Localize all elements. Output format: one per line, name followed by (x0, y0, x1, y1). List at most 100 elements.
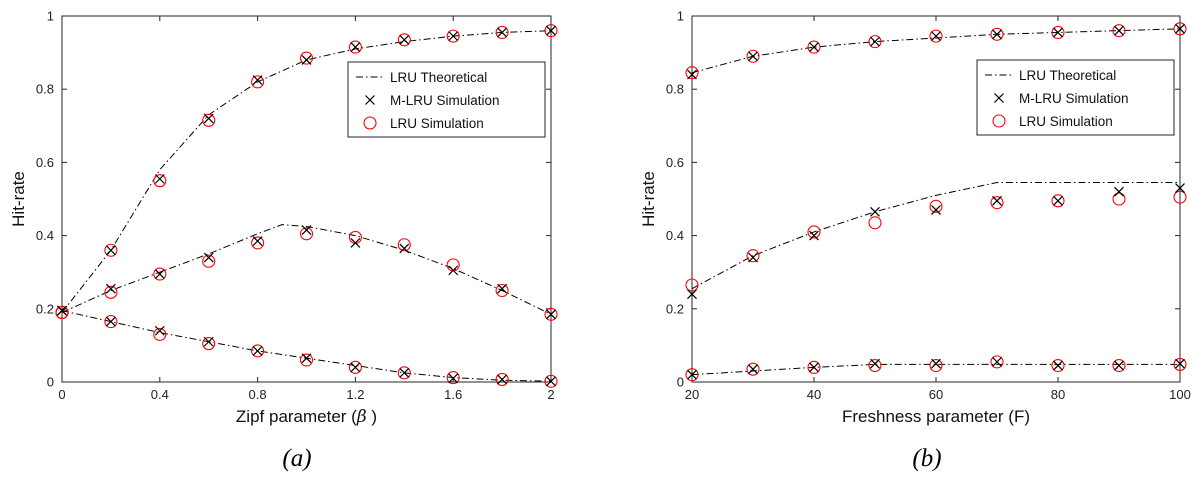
panel-a-series-1-mlru-point-8 (448, 31, 459, 42)
panel-b-series-2-mlru-point-8-stroke-b (1175, 183, 1185, 193)
panel-b-series-1-mlru-point-0 (687, 69, 697, 80)
panel-a-series-3-lru-point-5 (299, 353, 314, 367)
panel-b-series-3-mlru-point-1-stroke-b (748, 364, 758, 375)
panel-b-xtick-label-4: 100 (1169, 387, 1191, 402)
panel-a-series-2-mlru-point-2-stroke-b (154, 269, 165, 279)
panel-a-series-1-mlru-point-6-stroke-b (350, 42, 361, 53)
panel-b-series-2-lru-point-6 (1051, 194, 1065, 208)
panel-b-series-2-lru-point-5 (990, 196, 1004, 210)
panel-b-ytick-label-0: 0 (677, 375, 684, 390)
panel-b-series-2-lru-point-8 (1173, 190, 1187, 204)
panel-a-ytick-label-1: 0.2 (36, 301, 54, 316)
panel-a-series-2-lru-point-4 (251, 236, 265, 250)
panel-b-series-1-lru-point-2 (807, 40, 821, 54)
panel-a-series-2-lru-point-6 (348, 230, 362, 244)
panel-b-series-3-mlru-point-3 (870, 358, 880, 369)
panel-b-xtick-label-0: 20 (685, 387, 699, 402)
panel-a-series-2-lru-point-8 (446, 258, 460, 272)
panel-b-series-3 (685, 355, 1187, 382)
panel-b-series-3-mlru-point-4 (931, 358, 941, 369)
panel-a-xtick-label-3: 1.2 (346, 387, 364, 402)
panel-a-series-2-lru-point-7 (397, 238, 411, 252)
panel-b-series-1-lru-point-4 (929, 29, 943, 43)
panel-b-series-1-mlru-point-6 (1053, 27, 1063, 38)
panel-b-series-3-lru-point-4 (929, 358, 943, 373)
panel-b-series-2-mlru-point-4 (931, 205, 941, 215)
panel-b-series-1-lru-point-5 (990, 27, 1004, 41)
panel-a-series-3-mlru-point-2-stroke-b (154, 325, 165, 336)
panel-a-legend-entry-1: LRU Theoretical (390, 70, 487, 85)
panel-b-series-3-lru-point-6 (1051, 358, 1065, 373)
panel-b-series-3-theoretical-line (691, 363, 1180, 376)
panel-b-xtick-label-3: 80 (1051, 387, 1065, 402)
panel-b-series-2-theoretical-line (691, 182, 1180, 290)
panel-b-series-1-lru-point-0 (685, 66, 699, 80)
panel-a-series-3-mlru-point-8 (448, 373, 459, 384)
panel-b-series-2-mlru-point-7-stroke-b (1114, 186, 1124, 197)
panel-b-series-2 (685, 182, 1187, 300)
panel-b-legend-entry-3: LRU Simulation (1019, 114, 1113, 129)
panel-b-legend-mlru-swatch-stroke-b (994, 93, 1004, 103)
panel-b-series-3-mlru-point-7 (1114, 360, 1124, 371)
panel-a-series-1-lru-point-1 (104, 243, 118, 257)
panel-a-series-3-mlru-point-1 (105, 316, 116, 327)
panel-b-series-1-mlru-point-4 (931, 31, 941, 42)
panel-a-series-3-mlru-point-0 (57, 305, 67, 316)
panel-b-series-1-lru-point-7 (1112, 24, 1126, 38)
panel-a-series-2-mlru-point-2 (154, 269, 165, 279)
panel-a-series-1-mlru-point-3-stroke-b (203, 113, 214, 124)
panel-a-ytick-label-4: 0.8 (36, 82, 54, 97)
panel-b-series-2-lru-point-2 (807, 225, 821, 239)
panel-b-series-3-mlru-point-1 (748, 364, 758, 375)
panel-a-series-1-mlru-point-2 (154, 173, 165, 184)
panel-a-series-1-mlru-point-5-stroke-b (301, 54, 312, 65)
panel-a-series-3-mlru-point-8-stroke-b (448, 373, 459, 384)
panel-b-legend-box (976, 59, 1175, 136)
panel-a-ytick-label-2: 0.4 (36, 228, 54, 243)
panel-b-series-2-mlru-point-7 (1114, 186, 1124, 197)
panel-b-series-1-mlru-point-5 (992, 29, 1002, 40)
panel-b-series-2-lru-point-7 (1112, 192, 1126, 206)
panel-b-series-3-mlru-point-2 (809, 362, 819, 373)
panel-b-legend-entry-2: M-LRU Simulation (1019, 91, 1129, 106)
panel-a-series-2 (55, 224, 558, 321)
panel-b-legend-mlru-swatch (994, 93, 1004, 103)
panel-a-series-2-theoretical-line (61, 224, 552, 315)
panel-b-series-1-mlru-point-8-stroke-b (1175, 23, 1185, 34)
panel-a-series-2-lru-point-1 (104, 285, 118, 299)
panel-b-ylabel: Hit-rate (639, 171, 658, 227)
panel-b-series-3-mlru-point-0-stroke-b (687, 369, 697, 380)
panel-a-series-3-mlru-point-9 (497, 374, 508, 385)
panel-a-series-2-lru-point-10 (544, 307, 558, 321)
panel-b-series-3-lru-point-0 (685, 368, 699, 382)
panel-a-series-2-mlru-point-1-stroke-b (105, 283, 116, 294)
panel-a-series-2-mlru-point-7-stroke-b (399, 243, 410, 254)
panel-a-series-2-mlru-point-1 (105, 283, 116, 294)
panel-a-series-1-mlru-point-10 (546, 25, 556, 36)
panel-b-series-1-mlru-point-7 (1114, 25, 1124, 36)
panel-a-xtick-label-5: 2 (547, 387, 554, 402)
panel-a-series-2-mlru-point-9-stroke-b (497, 283, 508, 294)
panel-b-series-2-mlru-point-1-stroke-b (748, 252, 758, 263)
panel-b-caption: (b) (912, 445, 941, 472)
panel-a-series-3-mlru-point-1-stroke-b (105, 316, 116, 327)
panel-a-series-1 (55, 24, 558, 320)
panel-a-series-3 (55, 305, 558, 388)
panel-a-caption: (a) (282, 445, 311, 472)
panel-a-series-2-mlru-point-10-stroke-b (546, 309, 556, 320)
panel-a-series-1-lru-point-6 (348, 40, 362, 54)
panel-b-series-2-mlru-point-3-stroke-b (870, 206, 880, 217)
panel-b-series-3-mlru-point-6-stroke-b (1053, 360, 1063, 371)
panel-b-series-3-mlru-point-6 (1053, 360, 1063, 371)
panel-b: 20 40 60 80 100 0 0.2 0.4 0.6 0.8 1 Freshness param… (639, 9, 1191, 473)
panel-b-series-3-mlru-point-3-stroke-b (870, 358, 880, 369)
panel-b-series-1-mlru-point-6-stroke-b (1053, 27, 1063, 38)
panel-a-series-3-mlru-point-0-stroke-b (57, 305, 67, 316)
panel-a-legend-lru-swatch (363, 116, 377, 130)
panel-b-series-3-mlru-point-8-stroke-b (1175, 358, 1185, 369)
panel-a-series-3-mlru-point-2 (154, 325, 165, 336)
panel-a-series-2-lru-point-2 (153, 267, 167, 281)
panel-a-series-3-mlru-point-3 (203, 336, 214, 347)
panel-a-axes-box (61, 15, 552, 383)
